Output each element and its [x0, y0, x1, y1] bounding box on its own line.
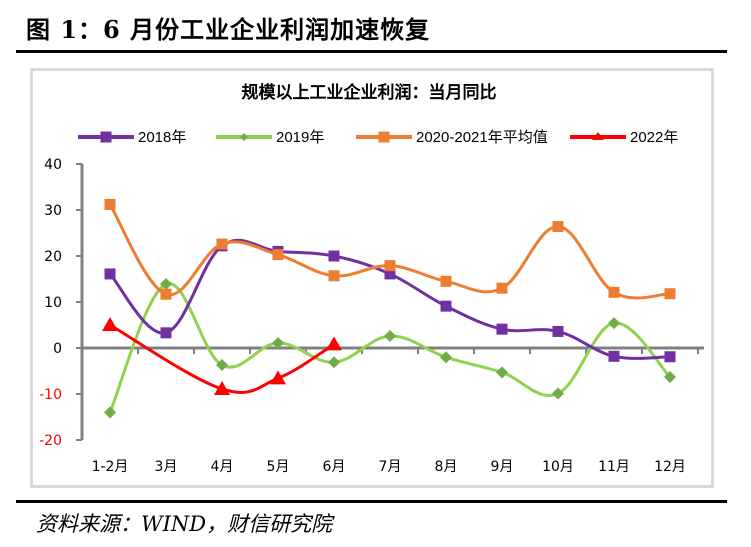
legend-label: 2019年: [276, 129, 324, 146]
series-line-2019: [108, 282, 672, 413]
data-point-avg: [664, 288, 676, 300]
x-tick-label: 4月: [211, 459, 234, 475]
legend-label: 2020-2021年平均值: [416, 129, 548, 146]
data-point-2019: [664, 370, 676, 383]
data-point-2019: [160, 278, 172, 291]
x-tick-label: 3月: [155, 459, 178, 475]
data-point-2019: [496, 366, 508, 379]
legend-marker-icon: [240, 133, 248, 141]
data-point-avg: [608, 286, 620, 298]
data-point-avg: [328, 270, 340, 282]
data-point-2018: [608, 350, 620, 362]
data-point-avg: [272, 249, 284, 261]
series-group: [102, 198, 676, 419]
data-point-avg: [160, 288, 172, 300]
data-point-2018: [104, 268, 116, 280]
x-tick-label: 1-2月: [92, 459, 129, 475]
legend-marker-icon: [100, 131, 112, 143]
y-tick-label: 30: [44, 203, 62, 219]
y-tick-label: -20: [39, 433, 62, 449]
data-point-2019: [272, 336, 284, 349]
top-rule: [16, 50, 727, 53]
data-point-2019: [216, 359, 228, 372]
data-point-2018: [552, 325, 564, 337]
data-point-2019: [384, 330, 396, 343]
x-tick-label: 7月: [379, 459, 402, 475]
x-tick-label: 12月: [654, 459, 686, 475]
legend-item-2019: 2019年: [216, 129, 324, 146]
legend-label: 2022年: [630, 129, 678, 146]
data-point-2022: [214, 380, 230, 395]
data-point-avg: [496, 282, 508, 294]
data-point-2018: [496, 323, 508, 335]
legend-label: 2018年: [138, 129, 186, 146]
data-point-2018: [664, 351, 676, 363]
data-point-2018: [384, 268, 396, 280]
series-avg: [104, 198, 676, 300]
legend-item-2018: 2018年: [78, 129, 186, 146]
data-point-2022: [326, 336, 342, 351]
legend: 2018年 2019年 2020-2021年平均值 2022年: [78, 129, 678, 146]
y-tick-label: -10: [39, 387, 62, 403]
series-line-avg: [108, 203, 671, 300]
legend-item-avg: 2020-2021年平均值: [356, 129, 548, 146]
data-point-avg: [384, 260, 396, 272]
y-tick-label: 20: [44, 249, 62, 265]
x-tick-label: 5月: [267, 459, 290, 475]
data-point-avg: [216, 238, 228, 250]
y-tick-label: 10: [44, 295, 62, 311]
bottom-rule: [16, 500, 727, 503]
figure-title: 图 1：6 月份工业企业利润加速恢复: [26, 15, 431, 44]
data-point-2019: [552, 387, 564, 400]
data-point-avg: [440, 275, 452, 287]
data-point-2018: [440, 300, 452, 312]
y-tick-label: 40: [44, 157, 62, 173]
legend-item-2022: 2022年: [570, 129, 678, 146]
data-point-2022: [270, 370, 286, 385]
data-point-avg: [552, 221, 564, 233]
data-point-2018: [160, 327, 172, 339]
x-tick-label: 6月: [323, 459, 346, 475]
series-2022: [102, 317, 342, 395]
data-point-avg: [104, 198, 116, 210]
x-tick-label: 11月: [598, 459, 630, 475]
data-point-2019: [608, 317, 620, 330]
x-tick-label: 8月: [435, 459, 458, 475]
series-line-2022: [109, 323, 335, 394]
series-2019: [104, 278, 676, 419]
source-note: 资料来源：WIND，财信研究院: [36, 512, 333, 536]
axes: 40 30 20 10 0 -10 -20 1-2月 3月 4月 5月 6月 7月 8月 9月 10月 11月 1…: [39, 157, 704, 475]
y-tick-label: 0: [53, 341, 62, 357]
data-point-2019: [104, 406, 116, 419]
chart-title: 规模以上工业企业利润：当月同比: [242, 82, 497, 103]
data-point-2019: [440, 351, 452, 364]
data-point-2022: [102, 317, 118, 331]
x-tick-label: 10月: [542, 459, 574, 475]
data-point-2019: [328, 356, 340, 369]
series-2018: [104, 238, 676, 363]
series-line-2018: [108, 238, 671, 360]
data-point-2018: [328, 250, 340, 262]
x-tick-label: 9月: [491, 459, 514, 475]
legend-marker-icon: [592, 132, 604, 140]
legend-marker-icon: [378, 131, 390, 143]
